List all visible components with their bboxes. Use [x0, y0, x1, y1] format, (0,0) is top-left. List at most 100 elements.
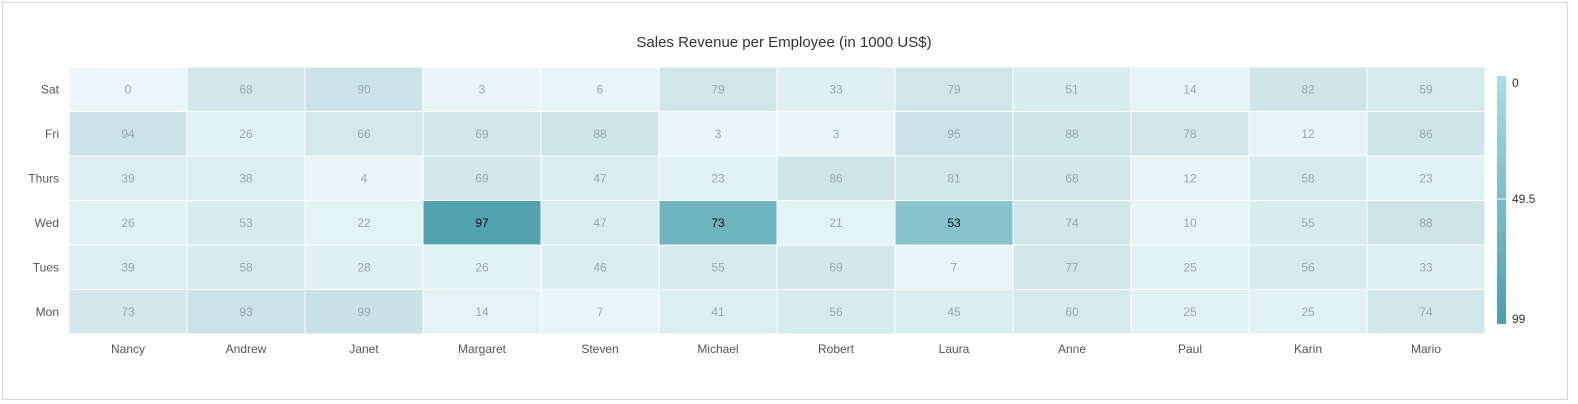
cell-value-label: 58	[1301, 171, 1315, 185]
heatmap-cell[interactable]	[422, 289, 542, 335]
x-tick-label: Andrew	[226, 342, 267, 356]
y-tick-label: Fri	[45, 127, 59, 141]
heatmap-cell[interactable]	[1248, 111, 1368, 157]
heatmap-cell[interactable]	[186, 289, 306, 335]
cell-value-label: 33	[829, 82, 843, 96]
x-tick-label: Laura	[939, 342, 970, 356]
heatmap-cell[interactable]	[894, 66, 1014, 112]
cell-value-label: 38	[239, 171, 253, 185]
cell-value-label: 14	[1183, 82, 1197, 96]
heatmap-cell[interactable]	[658, 289, 778, 335]
heatmap-cell[interactable]	[68, 155, 188, 201]
heatmap-cell[interactable]	[658, 200, 778, 246]
heatmap-cell[interactable]	[68, 66, 188, 112]
cell-value-label: 79	[711, 82, 725, 96]
heatmap-cell[interactable]	[894, 289, 1014, 335]
heatmap-cell[interactable]	[658, 111, 778, 157]
cell-value-label: 23	[1419, 171, 1433, 185]
color-legend: 0 49.5 99	[1497, 76, 1536, 326]
heatmap-cell[interactable]	[1366, 66, 1486, 112]
heatmap-cell[interactable]	[422, 111, 542, 157]
cell-value-label: 69	[475, 171, 489, 185]
heatmap-cell[interactable]	[422, 66, 542, 112]
cell-value-label: 56	[1301, 260, 1315, 274]
x-tick-label: Margaret	[458, 342, 507, 356]
cell-value-label: 10	[1183, 216, 1197, 230]
cell-value-label: 7	[951, 260, 958, 274]
heatmap-cell[interactable]	[304, 244, 424, 290]
y-tick-label: Tues	[33, 260, 59, 274]
heatmap-cell[interactable]	[1366, 289, 1486, 335]
heatmap-cell[interactable]	[658, 66, 778, 112]
cell-value-label: 88	[1419, 216, 1433, 230]
heatmap-cell[interactable]	[1130, 66, 1250, 112]
heatmap-cell[interactable]	[186, 244, 306, 290]
heatmap-cell[interactable]	[776, 244, 896, 290]
heatmap-cell[interactable]	[422, 155, 542, 201]
cell-value-label: 69	[475, 127, 489, 141]
cell-value-label: 78	[1183, 127, 1197, 141]
heatmap-cell[interactable]	[68, 244, 188, 290]
cell-value-label: 51	[1065, 82, 1079, 96]
heatmap-cell[interactable]	[1366, 155, 1486, 201]
heatmap-cell[interactable]	[658, 244, 778, 290]
heatmap-cell[interactable]	[1366, 111, 1486, 157]
legend-label-min: 0	[1512, 76, 1519, 90]
heatmap-cell[interactable]	[776, 200, 896, 246]
cell-value-label: 77	[1065, 260, 1079, 274]
x-axis-labels: Nancy Andrew Janet Margaret Steven Michael Rob…	[111, 342, 1441, 356]
heatmap-cell[interactable]	[776, 155, 896, 201]
heatmap-cell[interactable]	[1248, 200, 1368, 246]
cell-value-label: 25	[1183, 260, 1197, 274]
heatmap-cell[interactable]	[1130, 200, 1250, 246]
cell-value-label: 25	[1183, 305, 1197, 319]
heatmap-cell[interactable]	[1012, 289, 1132, 335]
heatmap-cell[interactable]	[186, 111, 306, 157]
cell-value-label: 68	[1065, 171, 1079, 185]
heatmap-cell[interactable]	[304, 155, 424, 201]
heatmap-cell[interactable]	[1012, 111, 1132, 157]
heatmap-cell[interactable]	[1130, 111, 1250, 157]
cell-value-label: 73	[711, 216, 725, 230]
cell-value-label: 55	[1301, 216, 1315, 230]
cell-value-label: 26	[239, 127, 253, 141]
x-tick-label: Robert	[818, 342, 855, 356]
cell-value-label: 26	[475, 260, 489, 274]
y-tick-label: Sat	[41, 82, 60, 96]
cell-value-label: 86	[829, 171, 843, 185]
heatmap-cell[interactable]	[540, 244, 660, 290]
x-tick-label: Mario	[1411, 342, 1441, 356]
x-tick-label: Steven	[581, 342, 618, 356]
heatmap-cell[interactable]	[68, 200, 188, 246]
heatmap-cell[interactable]	[1248, 244, 1368, 290]
heatmap-cell[interactable]	[304, 200, 424, 246]
cell-value-label: 39	[121, 171, 135, 185]
cell-value-label: 47	[593, 216, 607, 230]
heatmap-cell[interactable]	[186, 200, 306, 246]
heatmap-cell[interactable]	[776, 111, 896, 157]
heatmap-cell[interactable]	[540, 111, 660, 157]
heatmap-cell[interactable]	[894, 111, 1014, 157]
chart-container: Sales Revenue per Employee (in 1000 US$)…	[2, 2, 1568, 400]
cell-value-label: 41	[711, 305, 725, 319]
heatmap-cell[interactable]	[1366, 200, 1486, 246]
cell-value-label: 86	[1419, 127, 1433, 141]
cell-value-label: 88	[593, 127, 607, 141]
cell-value-label: 6	[597, 82, 604, 96]
heatmap-cell[interactable]	[1130, 289, 1250, 335]
cell-value-label: 99	[357, 305, 371, 319]
heatmap-cell[interactable]	[776, 289, 896, 335]
cell-value-label: 73	[121, 305, 135, 319]
heatmap-cell[interactable]	[304, 66, 424, 112]
heatmap-cell[interactable]	[68, 289, 188, 335]
cell-value-label: 26	[121, 216, 135, 230]
heatmap-cell[interactable]	[540, 155, 660, 201]
heatmap-cell[interactable]	[894, 244, 1014, 290]
cell-value-label: 79	[947, 82, 961, 96]
cell-value-label: 53	[947, 216, 961, 230]
heatmap-cell[interactable]	[1012, 200, 1132, 246]
heatmap-cell[interactable]	[422, 200, 542, 246]
cell-value-label: 3	[715, 127, 722, 141]
heatmap-cell[interactable]	[186, 66, 306, 112]
